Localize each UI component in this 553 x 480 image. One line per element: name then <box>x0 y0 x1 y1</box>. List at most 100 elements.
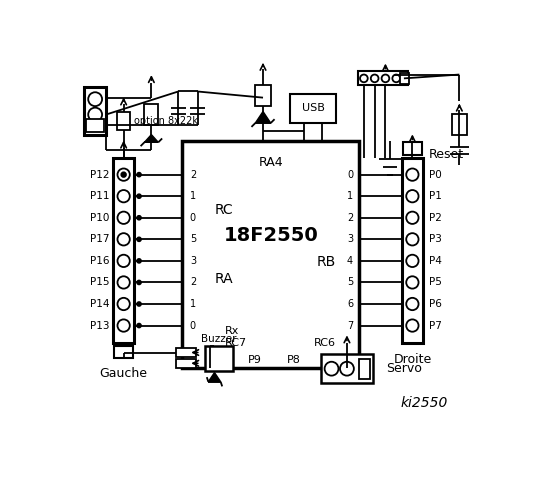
Text: ki2550: ki2550 <box>400 396 448 409</box>
Text: P13: P13 <box>90 321 109 331</box>
Circle shape <box>137 173 141 177</box>
Text: option 8x22k: option 8x22k <box>134 116 199 126</box>
Circle shape <box>88 108 102 121</box>
Circle shape <box>137 238 141 241</box>
Bar <box>403 142 421 155</box>
Text: P6: P6 <box>429 299 442 309</box>
Circle shape <box>117 255 130 267</box>
Text: Droite: Droite <box>393 353 431 366</box>
Bar <box>117 111 130 130</box>
Bar <box>400 73 409 84</box>
Circle shape <box>137 259 141 263</box>
Bar <box>182 141 359 368</box>
Text: RC7: RC7 <box>225 338 247 348</box>
Text: RC6: RC6 <box>314 338 336 348</box>
Circle shape <box>117 276 130 288</box>
Bar <box>176 359 196 368</box>
Circle shape <box>137 324 141 327</box>
Text: RA4: RA4 <box>258 156 283 169</box>
Circle shape <box>371 74 378 82</box>
Text: P0: P0 <box>429 169 442 180</box>
Circle shape <box>121 172 126 177</box>
Circle shape <box>117 168 130 181</box>
Circle shape <box>137 216 141 220</box>
Text: Rx: Rx <box>225 326 239 336</box>
Text: Gauche: Gauche <box>100 367 148 380</box>
Circle shape <box>406 212 419 224</box>
Circle shape <box>117 212 130 224</box>
Text: P9: P9 <box>248 355 262 365</box>
Circle shape <box>137 280 141 284</box>
Circle shape <box>117 319 130 332</box>
Text: 7: 7 <box>347 321 353 331</box>
Circle shape <box>406 190 419 203</box>
Bar <box>85 87 106 134</box>
Circle shape <box>360 74 368 82</box>
Bar <box>321 354 373 384</box>
Text: P11: P11 <box>90 191 109 201</box>
Text: P8: P8 <box>287 355 301 365</box>
Circle shape <box>406 276 419 288</box>
Text: 0: 0 <box>190 321 196 331</box>
Text: 1: 1 <box>190 299 196 309</box>
Text: 3: 3 <box>347 234 353 244</box>
Text: Buzzer: Buzzer <box>201 334 237 344</box>
Circle shape <box>406 319 419 332</box>
Text: 2: 2 <box>190 169 196 180</box>
Text: 2: 2 <box>347 213 353 223</box>
Text: 1: 1 <box>347 191 353 201</box>
Text: 18F2550: 18F2550 <box>223 226 318 245</box>
Text: 4: 4 <box>347 256 353 266</box>
Polygon shape <box>208 372 221 382</box>
Text: P2: P2 <box>429 213 442 223</box>
Text: 3: 3 <box>190 256 196 266</box>
Text: P7: P7 <box>429 321 442 331</box>
Text: P4: P4 <box>429 256 442 266</box>
Bar <box>86 119 105 132</box>
Bar <box>401 158 423 343</box>
Circle shape <box>340 362 354 376</box>
Bar <box>144 104 158 125</box>
Bar <box>176 348 196 357</box>
Text: 0: 0 <box>347 169 353 180</box>
Polygon shape <box>144 134 158 142</box>
Bar <box>255 84 271 106</box>
Bar <box>359 359 370 379</box>
Text: P1: P1 <box>429 191 442 201</box>
Circle shape <box>137 302 141 306</box>
Bar <box>290 94 336 123</box>
Text: P10: P10 <box>90 213 109 223</box>
Circle shape <box>117 190 130 203</box>
Text: 6: 6 <box>347 299 353 309</box>
Circle shape <box>393 74 400 82</box>
Text: P3: P3 <box>429 234 442 244</box>
Bar <box>205 347 233 371</box>
Text: USB: USB <box>301 103 325 113</box>
Text: P14: P14 <box>90 299 109 309</box>
Circle shape <box>88 92 102 106</box>
Circle shape <box>406 255 419 267</box>
Text: 5: 5 <box>190 234 196 244</box>
Circle shape <box>406 168 419 181</box>
Text: 2: 2 <box>190 277 196 288</box>
Circle shape <box>117 233 130 245</box>
Bar <box>452 114 467 135</box>
Text: RA: RA <box>215 272 233 287</box>
Circle shape <box>137 194 141 198</box>
Text: P17: P17 <box>90 234 109 244</box>
Circle shape <box>325 362 338 376</box>
Bar <box>114 346 133 358</box>
Text: RB: RB <box>317 255 336 269</box>
Polygon shape <box>255 111 271 123</box>
Text: P5: P5 <box>429 277 442 288</box>
Text: Reset: Reset <box>429 148 463 161</box>
Bar <box>358 72 408 85</box>
Text: 0: 0 <box>190 213 196 223</box>
Circle shape <box>406 233 419 245</box>
Text: RC: RC <box>215 203 233 217</box>
Text: P15: P15 <box>90 277 109 288</box>
Text: Servo: Servo <box>386 362 422 375</box>
Text: 5: 5 <box>347 277 353 288</box>
Text: 1: 1 <box>190 191 196 201</box>
Circle shape <box>382 74 389 82</box>
